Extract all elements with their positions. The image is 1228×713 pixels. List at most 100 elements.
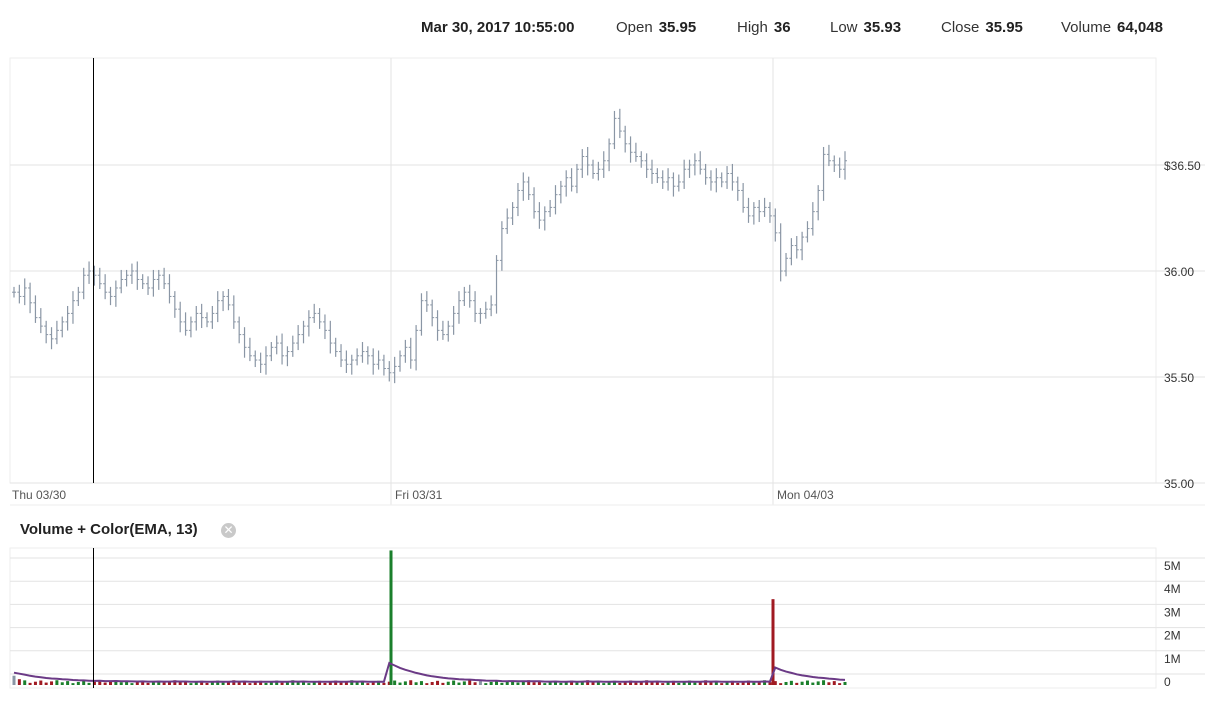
ohlc-bar <box>714 168 719 193</box>
ohlc-bar <box>719 172 724 188</box>
ohlc-bar <box>172 291 177 318</box>
volume-bar <box>339 682 343 685</box>
ohlc-bar <box>237 316 242 344</box>
volume-bar <box>130 683 134 685</box>
ohlc-bar <box>698 151 703 175</box>
volume-bar <box>832 681 836 685</box>
ohlc-bar <box>205 312 210 328</box>
volume-bar <box>210 681 214 685</box>
ohlc-bar <box>499 221 504 271</box>
ohlc-bar <box>54 320 59 345</box>
volume-bar <box>436 680 440 685</box>
header-datetime: Mar 30, 2017 10:55:00 <box>421 19 575 36</box>
volume-bar <box>60 682 64 685</box>
ohlc-bar <box>312 303 317 323</box>
price-grid <box>9 57 1205 506</box>
volume-label: Volume <box>1061 19 1112 36</box>
volume-bar <box>602 683 606 685</box>
ohlc-bar <box>446 320 451 342</box>
ohlc-bar <box>574 163 579 194</box>
volume-bar <box>248 683 252 685</box>
ohlc-bar <box>725 166 730 189</box>
volume-bar <box>805 680 809 685</box>
volume-bar <box>377 680 381 685</box>
volume-bar <box>521 681 525 685</box>
close-label: Close <box>941 19 980 36</box>
ohlc-bar <box>129 263 134 284</box>
volume-bar <box>800 681 804 685</box>
volume-bar <box>264 682 268 685</box>
high-value: 36 <box>773 19 791 36</box>
ohlc-bar <box>38 308 43 334</box>
volume-bar <box>527 680 531 685</box>
volume-bar <box>489 681 493 685</box>
ohlc-bar <box>381 354 386 376</box>
volume-bar <box>87 682 91 685</box>
ohlc-bar <box>285 346 290 367</box>
volume-bar <box>779 683 783 685</box>
close-circle-icon[interactable]: ✕ <box>221 523 236 538</box>
volume-panel-title: Volume + Color(EMA, 13) <box>20 521 198 538</box>
ohlc-bar <box>156 269 161 290</box>
volume-bar <box>393 680 397 685</box>
volume-bar <box>596 681 600 685</box>
ohlc-bar <box>666 168 671 191</box>
ohlc-bar <box>762 197 767 217</box>
ohlc-bar <box>280 333 285 365</box>
volume-bar <box>714 681 718 685</box>
volume-bar <box>511 680 515 685</box>
volume-bar <box>720 683 724 685</box>
ohlc-bar <box>489 295 494 317</box>
volume-bar <box>709 682 713 685</box>
ohlc-bar <box>419 293 424 336</box>
volume-bar <box>623 681 627 685</box>
volume-bar <box>548 681 552 685</box>
volume-bar <box>302 681 306 685</box>
ohlc-bar <box>655 168 660 184</box>
open-value: 35.95 <box>658 19 697 36</box>
volume-bar <box>382 682 386 685</box>
ohlc-bar <box>403 339 408 363</box>
volume-bar <box>103 682 107 685</box>
ohlc-bar <box>183 312 188 336</box>
close-value: 35.95 <box>985 19 1023 36</box>
volume-bar <box>344 681 348 685</box>
volume-bar <box>403 681 407 685</box>
volume-bar <box>505 681 509 685</box>
volume-bar <box>312 681 316 685</box>
volume-bar <box>200 680 204 685</box>
volume-bar <box>725 681 729 685</box>
volume-bar <box>259 680 263 685</box>
ohlc-bar <box>167 274 172 304</box>
ohlc-bar <box>76 286 81 306</box>
ohlc-bar <box>794 236 799 259</box>
volume-bar <box>843 681 847 685</box>
ohlc-bar <box>553 185 558 215</box>
volume-bar <box>371 681 375 685</box>
ohlc-bar <box>349 354 354 375</box>
volume-bar <box>275 680 279 685</box>
volume-bar <box>194 681 198 685</box>
volume-bar <box>419 681 423 685</box>
volume-bar <box>23 680 27 685</box>
ohlc-bar <box>360 342 365 363</box>
ohlc-bar <box>440 320 445 340</box>
ohlc-bar <box>542 206 547 231</box>
ohlc-bar <box>601 151 606 178</box>
ohlc-bar <box>242 327 247 358</box>
ohlc-bar <box>483 301 488 319</box>
price-axis: 35.00 35.50 36.00 $36.50 <box>1164 159 1201 491</box>
ohlc-bar <box>44 320 49 344</box>
ohlc-bar <box>296 325 301 351</box>
volume-bar <box>570 680 574 685</box>
volume-bar <box>655 681 659 685</box>
volume-bar <box>366 683 370 685</box>
ohlc-bar <box>17 284 22 304</box>
ohlc-bar <box>221 291 226 312</box>
ohlc-bar <box>365 346 370 365</box>
ohlc-bar <box>687 159 692 178</box>
volume-bar <box>441 682 445 685</box>
volume-bar <box>141 680 145 685</box>
ohlc-bar <box>741 183 746 213</box>
